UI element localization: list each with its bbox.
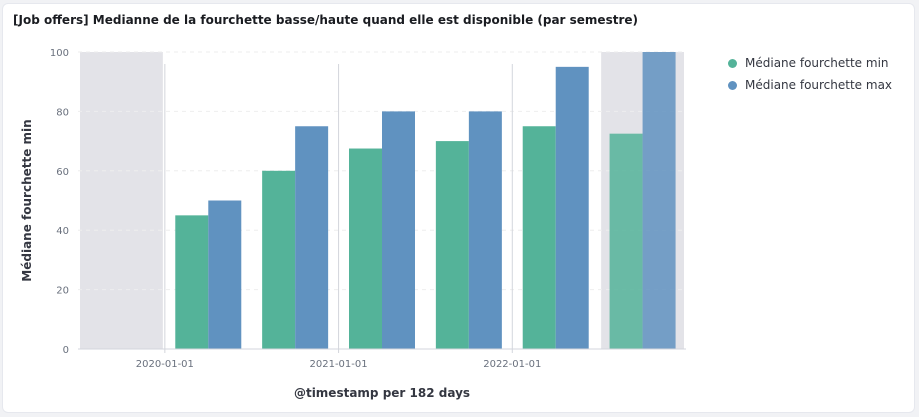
legend-item-max[interactable]: Médiane fourchette max bbox=[728, 74, 892, 96]
y-tick-label: 40 bbox=[56, 226, 69, 237]
bar-min bbox=[522, 126, 556, 349]
bar-max bbox=[382, 111, 415, 350]
legend-item-min[interactable]: Médiane fourchette min bbox=[728, 52, 892, 74]
bar-min bbox=[609, 133, 643, 349]
partial-bucket-shade bbox=[80, 52, 163, 349]
legend-label-min: Médiane fourchette min bbox=[745, 56, 889, 70]
legend-color-dot-min bbox=[728, 58, 737, 68]
x-tick-label: 2022-01-01 bbox=[483, 359, 541, 370]
y-tick-label: 80 bbox=[56, 107, 69, 118]
chart-legend: Médiane fourchette min Médiane fourchett… bbox=[728, 52, 892, 96]
bar-min bbox=[435, 141, 469, 349]
bar-max bbox=[295, 126, 329, 349]
bar-min bbox=[175, 215, 209, 349]
bar-max bbox=[555, 66, 589, 349]
bar-min bbox=[349, 148, 382, 349]
y-tick-label: 100 bbox=[50, 48, 69, 59]
bar-max bbox=[642, 52, 676, 349]
x-axis-title: @timestamp per 182 days bbox=[294, 386, 470, 400]
y-tick-label: 0 bbox=[63, 345, 69, 356]
legend-color-dot-max bbox=[728, 80, 737, 90]
legend-label-max: Médiane fourchette max bbox=[745, 78, 893, 92]
bar-max bbox=[468, 111, 502, 350]
x-tick-label: 2020-01-01 bbox=[136, 359, 194, 370]
bar-min bbox=[262, 170, 296, 349]
panel-title: [Job offers] Medianne de la fourchette b… bbox=[13, 13, 638, 27]
y-axis-title: Médiane fourchette min bbox=[20, 119, 34, 281]
bar-max bbox=[208, 200, 242, 349]
x-tick-label: 2021-01-01 bbox=[310, 359, 368, 370]
y-tick-label: 20 bbox=[56, 286, 69, 297]
y-tick-label: 60 bbox=[56, 167, 69, 178]
